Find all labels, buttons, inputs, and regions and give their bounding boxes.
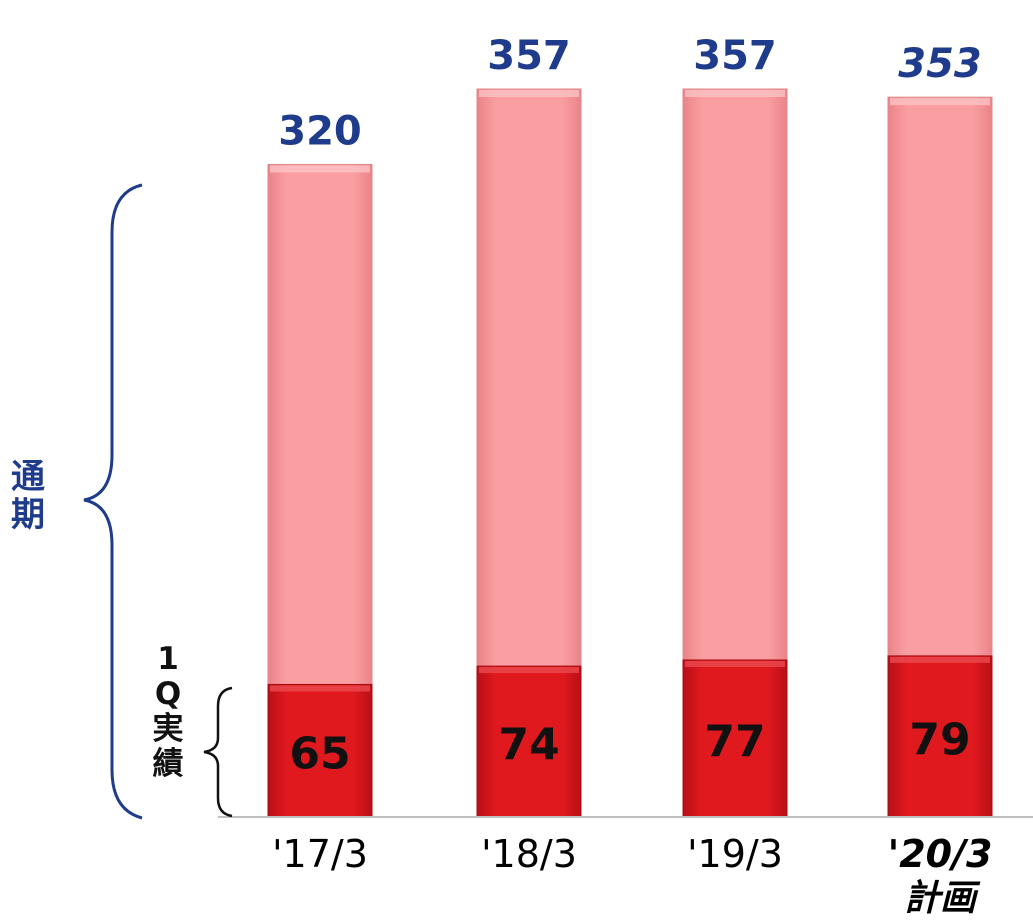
- bar-annual-bevel-2: [479, 90, 579, 97]
- bar-annual-4: [887, 96, 993, 657]
- bar-q1-4: [887, 655, 993, 818]
- q1-value-label-2: 74: [498, 720, 559, 771]
- bar-annual-1: [267, 163, 373, 685]
- bar-annual-3: [682, 88, 788, 661]
- total-value-label-1: 320: [278, 108, 362, 154]
- bar-q1-bevel-1: [270, 685, 370, 692]
- bar-annual-bevel-3: [685, 90, 785, 97]
- q1-actual-label-char-1: 1: [157, 641, 179, 677]
- bar-annual-bevel-1: [270, 165, 370, 173]
- category-label-1: '17/3: [272, 832, 368, 876]
- bar-q1-bevel-4: [890, 656, 990, 663]
- bar-q1-bevel-3: [685, 660, 785, 667]
- q1-value-label-4: 79: [909, 714, 970, 765]
- annual-label-char-1: 通: [11, 457, 45, 497]
- q1-actual-label-char-3: 実: [152, 711, 184, 747]
- category-label-2: '18/3: [481, 832, 577, 876]
- category-label-4: '20/3: [888, 832, 993, 876]
- q1-actual-label-char-4: 績: [152, 746, 184, 782]
- total-value-label-2: 357: [487, 33, 571, 79]
- total-value-label-4: 353: [898, 41, 982, 87]
- bar-q1-2: [476, 665, 582, 818]
- total-value-label-3: 357: [693, 33, 777, 79]
- annual-label: 通期: [8, 458, 48, 534]
- annual-brace: [83, 183, 143, 820]
- q1-value-label-1: 65: [289, 729, 350, 780]
- bars-layer: [267, 88, 993, 818]
- bar-q1-bevel-2: [479, 667, 579, 674]
- q1-brace: [203, 686, 233, 818]
- bar-annual-2: [476, 88, 582, 667]
- bar-q1-1: [267, 683, 373, 818]
- q1-value-label-3: 77: [704, 716, 765, 767]
- category-label-3: '19/3: [687, 832, 783, 876]
- q1-actual-label-char-2: Q: [154, 676, 182, 712]
- labels-layer: 65 320 '17/3 74 357 '18/3 77 357 '19/3 79 353 '20/3…: [272, 33, 992, 919]
- category-sublabel-4: 計画: [904, 878, 981, 919]
- bar-q1-3: [682, 659, 788, 818]
- annual-label-char-2: 期: [11, 495, 45, 535]
- bar-annual-bevel-4: [890, 98, 990, 106]
